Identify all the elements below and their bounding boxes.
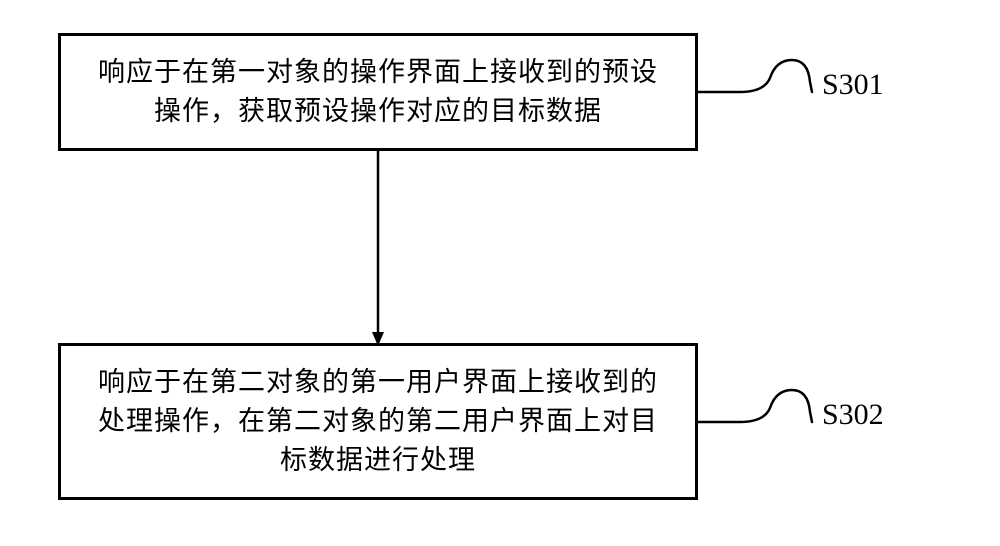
flowchart-step-1: 响应于在第一对象的操作界面上接收到的预设 操作，获取预设操作对应的目标数据 bbox=[58, 33, 698, 151]
flowchart-step-2: 响应于在第二对象的第一用户界面上接收到的 处理操作，在第二对象的第二用户界面上对… bbox=[58, 343, 698, 500]
step-label-s301: S301 bbox=[822, 68, 884, 102]
flowchart-canvas: 响应于在第一对象的操作界面上接收到的预设 操作，获取预设操作对应的目标数据 响应… bbox=[0, 0, 1000, 546]
step-label-s302: S302 bbox=[822, 398, 884, 432]
flowchart-step-1-line2: 操作，获取预设操作对应的目标数据 bbox=[98, 92, 658, 131]
flowchart-step-1-line1: 响应于在第一对象的操作界面上接收到的预设 bbox=[98, 53, 658, 92]
flowchart-step-2-line1: 响应于在第二对象的第一用户界面上接收到的 bbox=[98, 363, 658, 402]
flowchart-step-2-line3: 标数据进行处理 bbox=[98, 441, 658, 480]
flowchart-step-2-line2: 处理操作，在第二对象的第二用户界面上对目 bbox=[98, 402, 658, 441]
